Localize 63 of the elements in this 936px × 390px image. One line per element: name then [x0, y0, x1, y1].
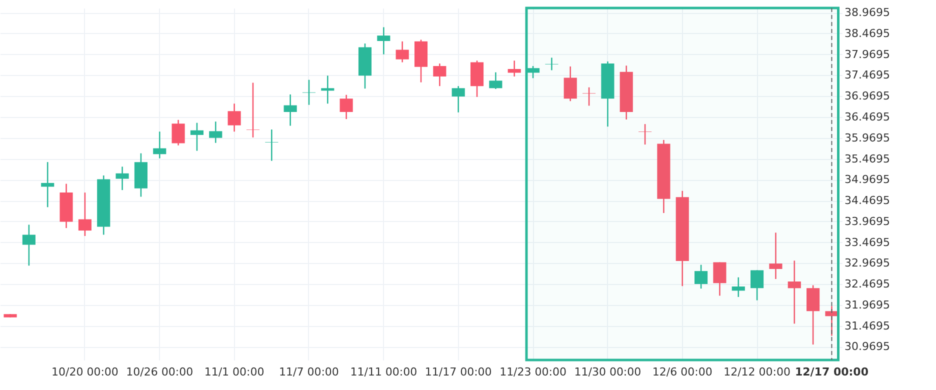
candlestick	[41, 161, 54, 208]
y-tick-label: 36.9695	[844, 90, 890, 103]
candlestick	[750, 270, 764, 301]
candlestick	[190, 122, 204, 152]
candlestick	[788, 260, 801, 324]
candlestick	[489, 72, 502, 90]
x-tick-label: 12/6 00:00	[652, 366, 712, 378]
candlestick	[172, 119, 185, 146]
y-tick-label: 33.4695	[844, 236, 890, 249]
candlestick	[284, 94, 297, 126]
x-tick-label: 10/20 00:00	[51, 366, 118, 378]
y-tick-label: 31.4695	[844, 319, 890, 332]
candlestick	[209, 120, 222, 144]
y-tick-label: 35.9695	[844, 131, 890, 144]
candlestick	[452, 85, 465, 114]
y-tick-label: 32.9695	[844, 256, 890, 270]
candlestick	[22, 224, 36, 266]
x-tick-label: 10/26 00:00	[126, 366, 194, 378]
candlestick	[582, 86, 596, 106]
candlestick	[246, 82, 260, 138]
candlestick	[377, 26, 390, 55]
y-tick-label: 35.4695	[844, 152, 890, 166]
x-tick-label: 12/12 00:00	[724, 366, 791, 378]
candlestick	[340, 94, 353, 120]
candlestick	[470, 60, 484, 98]
candlestick	[694, 264, 708, 290]
y-tick-label: 31.9695	[844, 298, 890, 312]
x-tick-label: 11/30 00:00	[574, 366, 642, 378]
y-tick-label: 33.9695	[844, 214, 890, 228]
x-tick-label: 11/7 00:00	[279, 366, 339, 378]
candlestick	[153, 130, 166, 159]
y-tick-label: 34.4695	[844, 194, 890, 208]
x-tick-label: 12/17 00:00	[794, 366, 869, 378]
y-tick-label: 37.9695	[844, 48, 890, 61]
y-tick-label: 30.9695	[844, 340, 890, 354]
candlestick	[265, 128, 278, 162]
y-tick-label: 38.9695	[844, 6, 890, 20]
candlestick	[433, 62, 446, 87]
candlestick	[638, 123, 652, 146]
candlestick	[769, 232, 782, 280]
candlestick	[396, 40, 409, 63]
candlestick	[228, 102, 241, 132]
candlestick	[302, 79, 316, 106]
y-tick-label: 38.4695	[844, 26, 890, 40]
candlestick	[545, 57, 558, 71]
y-tick-label: 32.4695	[844, 278, 890, 291]
y-tick-label: 36.4695	[844, 110, 890, 124]
x-tick-label: 11/23 00:00	[500, 366, 566, 378]
x-tick-label: 11/1 00:00	[204, 366, 264, 378]
x-tick-label: 11/17 00:00	[424, 366, 492, 378]
candlestick	[806, 284, 820, 346]
candlestick	[732, 276, 745, 298]
candlestick	[508, 60, 521, 78]
y-tick-label: 34.9695	[844, 173, 890, 186]
candlestick	[564, 66, 577, 102]
x-tick-label: 11/11 00:00	[350, 366, 418, 378]
candlestick	[321, 74, 334, 104]
candlestick	[825, 305, 838, 336]
candlestick	[526, 65, 540, 79]
candlestick	[116, 166, 129, 191]
y-tick-label: 37.4695	[844, 68, 890, 82]
candlestick	[78, 192, 92, 237]
candlestick	[713, 262, 726, 296]
